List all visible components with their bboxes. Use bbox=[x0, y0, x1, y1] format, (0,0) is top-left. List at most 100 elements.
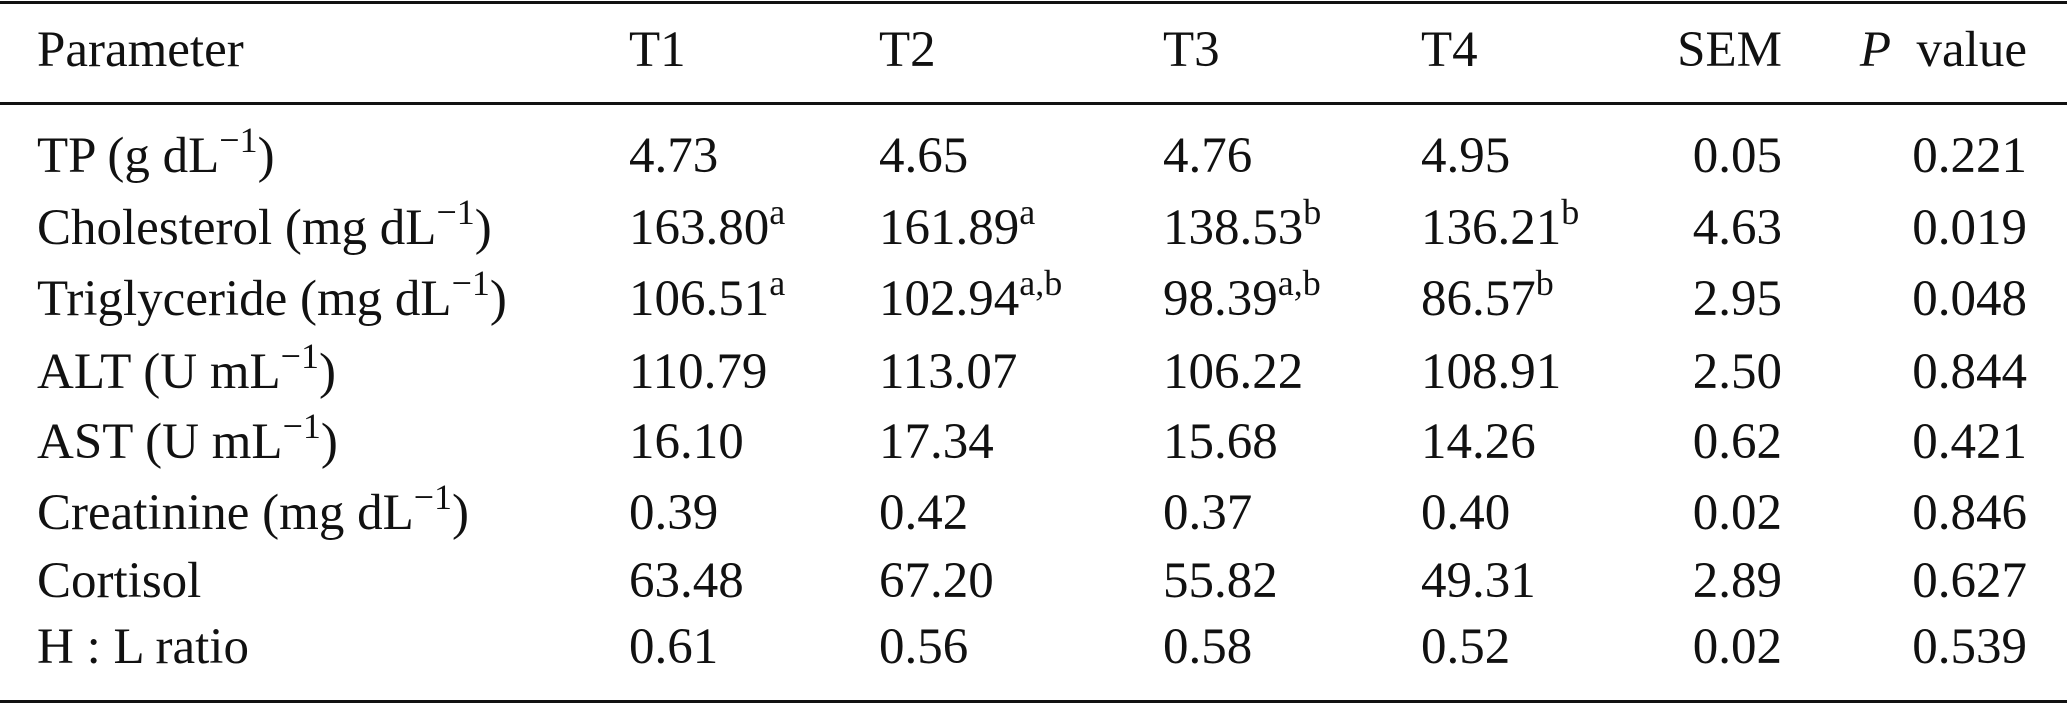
cell: 0.627 bbox=[1912, 553, 2027, 609]
text: ) bbox=[320, 414, 338, 470]
text: 106.51 bbox=[629, 271, 770, 327]
cell: 4.73 bbox=[629, 128, 719, 184]
header-cell: T4 bbox=[1421, 22, 1478, 78]
cell: 136.21b bbox=[1421, 192, 1579, 260]
cell: 163.80a bbox=[629, 192, 785, 260]
superscript: a bbox=[1019, 192, 1036, 232]
cell: 0.221 bbox=[1912, 128, 2027, 184]
cell: 67.20 bbox=[879, 553, 994, 609]
superscript: b bbox=[1535, 263, 1554, 303]
header-cell: T2 bbox=[879, 22, 936, 78]
cell: 2.89 bbox=[1692, 553, 1782, 609]
header-cell: SEM bbox=[1677, 22, 1782, 78]
header-rule bbox=[0, 102, 2067, 105]
text: Triglyceride (mg dL bbox=[37, 271, 452, 327]
text: 138.53 bbox=[1163, 200, 1304, 256]
superscript: −1 bbox=[451, 263, 490, 303]
text: AST (U mL bbox=[37, 414, 283, 470]
header-cell: T3 bbox=[1163, 22, 1220, 78]
text: Cortisol bbox=[37, 553, 202, 609]
superscript: −1 bbox=[282, 406, 321, 446]
cell: 0.421 bbox=[1912, 414, 2027, 470]
cell: 110.79 bbox=[629, 344, 768, 400]
cell: 0.39 bbox=[629, 485, 719, 541]
superscript: −1 bbox=[413, 477, 453, 517]
cell: 0.539 bbox=[1912, 619, 2027, 675]
superscript: −1 bbox=[436, 192, 475, 232]
cell: 106.22 bbox=[1163, 344, 1304, 400]
cell: 49.31 bbox=[1421, 553, 1536, 609]
superscript: b bbox=[1561, 192, 1580, 232]
header-cell: T1 bbox=[629, 22, 686, 78]
cell: 161.89a bbox=[879, 192, 1035, 260]
cell: 2.95 bbox=[1692, 271, 1782, 327]
cell: 17.34 bbox=[879, 414, 994, 470]
cell: 108.91 bbox=[1421, 344, 1562, 400]
cell: 0.02 bbox=[1692, 619, 1782, 675]
cell: 0.019 bbox=[1912, 200, 2027, 256]
cell: 138.53b bbox=[1163, 192, 1321, 260]
cell: 0.56 bbox=[879, 619, 969, 675]
cell: 0.844 bbox=[1912, 344, 2027, 400]
text: ) bbox=[474, 200, 492, 256]
row-label: ALT (U mL−1) bbox=[37, 336, 336, 404]
text: ALT (U mL bbox=[37, 344, 281, 400]
row-label: TP (g dL−1) bbox=[37, 120, 275, 188]
text: Cholesterol (mg dL bbox=[37, 200, 437, 256]
top-rule bbox=[0, 1, 2067, 4]
row-label: H : L ratio bbox=[37, 615, 249, 679]
row-label: AST (U mL−1) bbox=[37, 406, 338, 474]
text: ) bbox=[257, 128, 275, 184]
superscript: −1 bbox=[219, 120, 258, 160]
cell: 113.07 bbox=[879, 344, 1018, 400]
superscript: a bbox=[769, 192, 786, 232]
row-label: Triglyceride (mg dL−1) bbox=[37, 263, 507, 331]
header-cell: Parameter bbox=[37, 22, 244, 78]
cell: 0.37 bbox=[1163, 485, 1253, 541]
cell: 0.52 bbox=[1421, 619, 1511, 675]
bottom-rule bbox=[0, 700, 2067, 703]
text: H : L ratio bbox=[37, 619, 249, 675]
superscript: a,b bbox=[1277, 263, 1321, 303]
cell: 0.61 bbox=[629, 619, 719, 675]
text: ) bbox=[318, 344, 336, 400]
cell: 4.76 bbox=[1163, 128, 1253, 184]
superscript: b bbox=[1303, 192, 1322, 232]
cell: 0.02 bbox=[1692, 485, 1782, 541]
cell: 0.846 bbox=[1912, 485, 2027, 541]
text: TP (g dL bbox=[37, 128, 220, 184]
text: 161.89 bbox=[879, 200, 1020, 256]
superscript: a bbox=[769, 263, 786, 303]
row-label: Cholesterol (mg dL−1) bbox=[37, 192, 492, 260]
text: 163.80 bbox=[629, 200, 770, 256]
superscript: a,b bbox=[1019, 263, 1063, 303]
cell: 0.58 bbox=[1163, 619, 1253, 675]
row-label: Cortisol bbox=[37, 549, 201, 613]
text: value bbox=[1916, 22, 2027, 78]
text: Creatinine (mg dL bbox=[37, 485, 414, 541]
text: 98.39 bbox=[1163, 271, 1278, 327]
cell: 106.51a bbox=[629, 263, 785, 331]
text: ) bbox=[489, 271, 507, 327]
cell: 55.82 bbox=[1163, 553, 1278, 609]
text: 86.57 bbox=[1421, 271, 1536, 327]
row-label: Creatinine (mg dL−1) bbox=[37, 477, 470, 545]
cell: 0.048 bbox=[1912, 271, 2027, 327]
cell: 98.39a,b bbox=[1163, 263, 1321, 331]
cell: 63.48 bbox=[629, 553, 744, 609]
cell: 16.10 bbox=[629, 414, 744, 470]
header-cell: P value bbox=[1860, 18, 2027, 82]
cell: 4.95 bbox=[1421, 128, 1511, 184]
cell: 14.26 bbox=[1421, 414, 1536, 470]
cell: 0.62 bbox=[1692, 414, 1782, 470]
text: ) bbox=[452, 485, 470, 541]
cell: 0.40 bbox=[1421, 485, 1511, 541]
cell: 102.94a,b bbox=[879, 263, 1062, 331]
text: 136.21 bbox=[1421, 200, 1562, 256]
cell: 0.05 bbox=[1692, 128, 1782, 184]
cell: 2.50 bbox=[1692, 344, 1782, 400]
italic-text: P bbox=[1859, 22, 1892, 78]
cell: 4.65 bbox=[879, 128, 969, 184]
cell: 4.63 bbox=[1692, 200, 1782, 256]
